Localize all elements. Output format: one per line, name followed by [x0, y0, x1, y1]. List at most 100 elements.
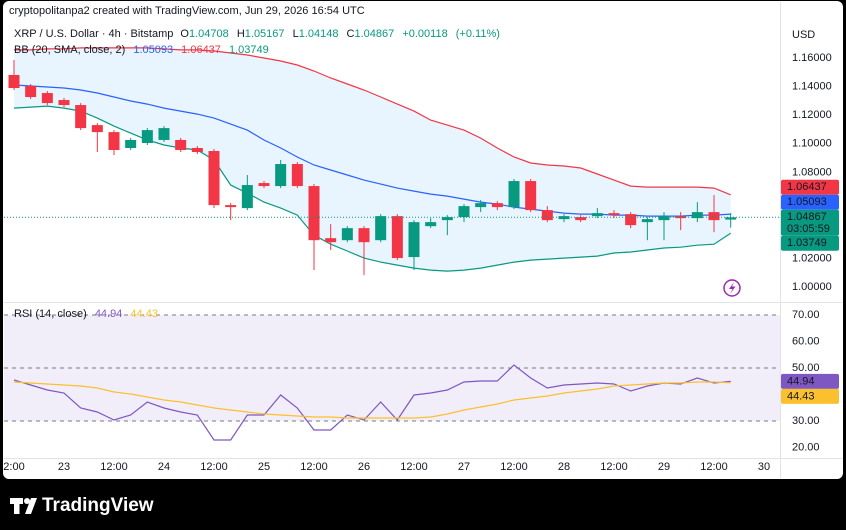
- rsi-pane: [4, 314, 780, 441]
- x-tick-label: 23: [58, 461, 70, 473]
- x-tick-label: 12:00: [100, 461, 128, 473]
- candle-body: [58, 100, 70, 106]
- ohlc-label: H: [237, 28, 245, 40]
- bb-legend: BB (20, SMA, close, 2) 1.05093 1.06437 1…: [14, 44, 269, 56]
- ohlc-label: C: [347, 28, 355, 40]
- candle-body: [358, 228, 370, 243]
- candle-body: [25, 86, 37, 98]
- change-percent: (+0.11%): [456, 28, 500, 40]
- candle-body: [175, 139, 187, 150]
- candle-body: [525, 181, 537, 211]
- candle-body: [608, 213, 620, 216]
- candle-body: [41, 93, 53, 104]
- rsi-ma-tag: [781, 388, 839, 404]
- candle-body: [275, 164, 287, 187]
- bb-lower-line: [13, 105, 732, 272]
- rsi-ma-line: [13, 381, 731, 419]
- candle-body: [108, 132, 120, 150]
- x-tick-label: 25: [258, 461, 270, 473]
- candle-body: [191, 147, 203, 152]
- bb-lower-tag-label: 1.03749: [787, 237, 827, 249]
- ohlc-label: O: [180, 28, 189, 40]
- ohlc-value: 1.04148: [299, 28, 339, 40]
- candle-body: [491, 203, 503, 208]
- logo-mark-dot: [24, 498, 30, 504]
- bb-basis-tag-label: 1.05093: [787, 196, 827, 208]
- rsi-title: RSI (14, close): [14, 308, 87, 320]
- bb-basis-value: 1.05093: [133, 44, 173, 56]
- candle-body: [425, 222, 437, 227]
- currency-label: USD: [792, 29, 815, 41]
- ohlc-value: 1.04708: [189, 28, 229, 40]
- candle-body: [408, 222, 420, 258]
- candle-body: [375, 216, 387, 241]
- x-tick-label: 12:00: [500, 461, 528, 473]
- ohlc-value: 1.05167: [245, 28, 285, 40]
- x-tick-label: 12:00: [300, 461, 328, 473]
- candle-body: [75, 105, 87, 129]
- candle-body: [541, 210, 553, 221]
- change-value: +0.00118: [402, 28, 447, 40]
- rsi-value: 44.94: [95, 308, 123, 320]
- last-price-tag: [781, 209, 839, 236]
- candle-body: [691, 212, 703, 219]
- candle-body: [125, 139, 137, 148]
- brand-name: TradingView: [42, 495, 154, 516]
- bb-upper-value: 1.06437: [181, 44, 221, 56]
- candle-body: [725, 217, 737, 220]
- candle-body: [258, 183, 270, 187]
- bb-lower-value: 1.03749: [229, 44, 269, 56]
- x-tick-label: 24: [158, 461, 170, 473]
- rsi-ma-tag-label: 44.43: [787, 390, 815, 402]
- candle-body: [391, 216, 403, 259]
- candle-body: [208, 150, 220, 206]
- x-tick-label: 26: [358, 461, 370, 473]
- candle-body: [141, 130, 153, 143]
- countdown-label: 03:05:59: [787, 223, 830, 235]
- bb-title: BB (20, SMA, close, 2): [14, 44, 125, 56]
- logo-mark-t: [10, 498, 23, 514]
- bb-upper-tag-label: 1.06437: [787, 181, 827, 193]
- x-tick-label: 12:00: [600, 461, 628, 473]
- ohlc-value: 1.04867: [355, 28, 395, 40]
- rsi-tag: [781, 373, 839, 389]
- candle-body: [575, 217, 587, 221]
- axes: 1.00000 1.02000 1.08000 1.10000 1.12000 1.140…: [3, 52, 839, 473]
- candle-body: [8, 74, 20, 89]
- candle-body: [675, 216, 687, 219]
- bb-upper-line: [14, 47, 731, 196]
- bb-upper-tag: [781, 179, 839, 195]
- ohlc-label: L: [293, 28, 299, 40]
- alert-button[interactable]: [723, 279, 741, 297]
- bb-lower-tag: [781, 235, 839, 251]
- candle-body: [591, 213, 603, 217]
- symbol-legend: XRP / U.S. Dollar · 4h · Bitstamp O1.047…: [14, 28, 500, 40]
- candle-body: [658, 216, 670, 221]
- candle-body: [241, 185, 253, 209]
- candle-body: [158, 128, 170, 140]
- candle-body: [458, 206, 470, 218]
- x-tick-label: 28: [558, 461, 570, 473]
- y-tick-label: 1.02000: [792, 252, 832, 264]
- x-tick-label: 12:00: [200, 461, 228, 473]
- symbol-title: XRP / U.S. Dollar · 4h · Bitstamp: [14, 28, 173, 40]
- rsi-tick-label: 60.00: [792, 335, 820, 347]
- candle-body: [708, 212, 720, 221]
- bb-basis-tag: [781, 194, 839, 210]
- candle-body: [558, 216, 570, 220]
- y-tick-label: 1.08000: [792, 166, 832, 178]
- candle-body: [291, 164, 303, 187]
- candle-body: [325, 238, 337, 243]
- candle-body: [475, 203, 487, 208]
- y-tick-label: 1.16000: [792, 52, 832, 64]
- y-tick-label: 1.14000: [792, 80, 832, 92]
- footer-logo: TradingView: [10, 495, 154, 516]
- x-tick-label: 12:00: [400, 461, 428, 473]
- rsi-ma-value: 44.43: [130, 308, 158, 320]
- y-tick-label: 1.10000: [792, 138, 832, 150]
- x-tick-label: 30: [758, 461, 770, 473]
- rsi-tick-label: 50.00: [792, 362, 820, 374]
- candle-body: [508, 181, 520, 208]
- x-tick-label: 2:00: [3, 461, 24, 473]
